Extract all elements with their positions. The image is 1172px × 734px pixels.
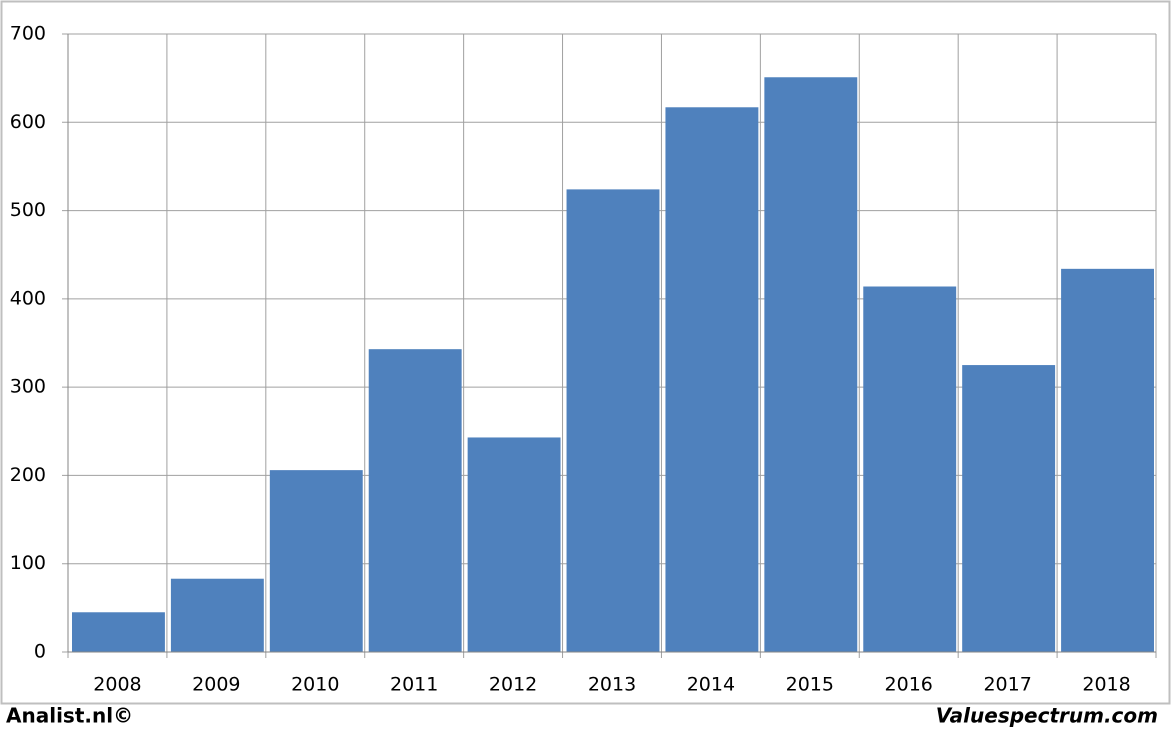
bar <box>368 349 462 652</box>
x-tick-label: 2014 <box>687 674 735 696</box>
bar <box>962 365 1056 652</box>
x-tick-label: 2012 <box>489 674 537 696</box>
footer-right: Valuespectrum.com <box>936 704 1158 728</box>
x-tick-label: 2011 <box>390 674 438 696</box>
bar <box>665 107 759 652</box>
x-tick-label: 2018 <box>1082 674 1130 696</box>
bar <box>1061 268 1154 652</box>
x-tick-label: 2010 <box>291 674 339 696</box>
x-tick-label: 2008 <box>93 674 141 696</box>
bar <box>467 437 561 652</box>
bar <box>72 612 165 652</box>
bar <box>764 77 858 652</box>
bar <box>269 470 363 652</box>
x-tick-label: 2009 <box>192 674 240 696</box>
y-tick-label: 400 <box>10 287 46 309</box>
y-tick-label: 500 <box>10 199 46 221</box>
y-tick-label: 700 <box>10 23 46 45</box>
bar <box>566 189 660 652</box>
x-tick-label: 2015 <box>786 674 834 696</box>
x-tick-label: 2016 <box>885 674 933 696</box>
footer-left: Analist.nl© <box>6 704 133 728</box>
x-tick-label: 2017 <box>983 674 1031 696</box>
bar <box>863 286 957 652</box>
x-tick-label: 2013 <box>588 674 636 696</box>
y-tick-label: 300 <box>10 376 46 398</box>
y-tick-label: 100 <box>10 552 46 574</box>
bar <box>170 578 264 652</box>
y-tick-label: 0 <box>34 641 46 663</box>
y-tick-label: 200 <box>10 464 46 486</box>
y-tick-label: 600 <box>10 111 46 133</box>
